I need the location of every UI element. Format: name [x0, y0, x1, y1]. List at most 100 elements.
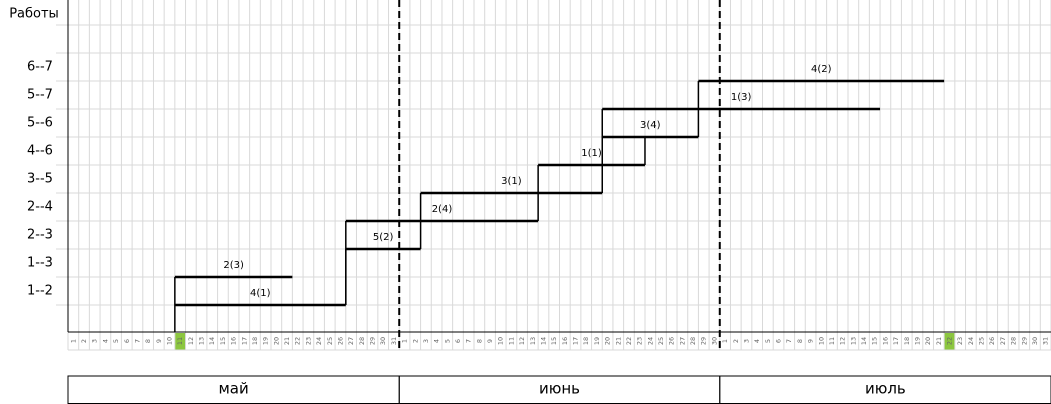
- day-label: 10: [497, 337, 505, 345]
- day-label: 3: [742, 339, 750, 343]
- day-label: 8: [475, 339, 483, 343]
- task-label: 4(1): [250, 288, 271, 299]
- day-label: 11: [176, 337, 184, 345]
- day-label: 6: [123, 339, 131, 343]
- day-label: 30: [1031, 337, 1039, 345]
- day-label: 2: [732, 339, 740, 343]
- task-label: 5(2): [373, 232, 394, 243]
- day-label: 28: [689, 337, 697, 345]
- task-label: 2(4): [432, 204, 453, 215]
- row-label: 6--7: [27, 60, 53, 75]
- row-label: 4--6: [27, 144, 53, 159]
- day-label: 15: [550, 337, 558, 345]
- row-label: 5--6: [27, 116, 53, 131]
- day-label: 25: [326, 337, 334, 345]
- day-label: 23: [956, 337, 964, 345]
- day-label: 22: [294, 337, 302, 345]
- day-label: 20: [604, 337, 612, 345]
- day-label: 18: [903, 337, 911, 345]
- day-label: 9: [807, 339, 815, 343]
- day-label: 17: [240, 337, 248, 345]
- day-label: 13: [849, 337, 857, 345]
- day-label: 10: [817, 337, 825, 345]
- highlight-day: [944, 333, 955, 350]
- day-label: 20: [272, 337, 280, 345]
- day-label: 23: [636, 337, 644, 345]
- row-label: 1--3: [27, 256, 53, 271]
- day-label: 13: [198, 337, 206, 345]
- day-label: 31: [1042, 337, 1050, 345]
- day-label: 6: [454, 339, 462, 343]
- day-label: 12: [839, 337, 847, 345]
- day-label: 2: [80, 339, 88, 343]
- day-label: 18: [251, 337, 259, 345]
- day-label: 23: [304, 337, 312, 345]
- day-label: 13: [529, 337, 537, 345]
- day-label: 5: [443, 339, 451, 343]
- day-label: 12: [187, 337, 195, 345]
- day-label: 30: [379, 337, 387, 345]
- day-label: 28: [358, 337, 366, 345]
- day-label: 16: [230, 337, 238, 345]
- day-label: 5: [112, 339, 120, 343]
- task-label: 1(3): [731, 92, 752, 103]
- row-label: 5--7: [27, 88, 53, 103]
- day-label: 24: [315, 337, 323, 345]
- day-label: 3: [422, 339, 430, 343]
- task-label: 2(3): [223, 260, 244, 271]
- day-label: 1: [401, 339, 409, 343]
- day-label: 9: [486, 339, 494, 343]
- task-label: 1(1): [581, 148, 602, 159]
- day-label: 29: [1020, 337, 1028, 345]
- day-label: 31: [390, 337, 398, 345]
- day-label: 10: [166, 337, 174, 345]
- day-label: 5: [764, 339, 772, 343]
- row-label: 3--5: [27, 172, 53, 187]
- day-label: 18: [582, 337, 590, 345]
- day-label: 19: [262, 337, 270, 345]
- day-label: 8: [796, 339, 804, 343]
- day-label: 26: [336, 337, 344, 345]
- day-label: 27: [678, 337, 686, 345]
- day-label: 7: [465, 339, 473, 343]
- day-label: 4: [753, 339, 761, 343]
- day-label: 24: [967, 337, 975, 345]
- day-label: 12: [518, 337, 526, 345]
- day-label: 21: [283, 337, 291, 345]
- month-label: май: [218, 380, 248, 398]
- day-label: 24: [646, 337, 654, 345]
- day-label: 1: [69, 339, 77, 343]
- day-label: 25: [657, 337, 665, 345]
- day-label: 11: [507, 337, 515, 345]
- day-label: 14: [860, 337, 868, 345]
- task-label: 4(2): [811, 64, 832, 75]
- day-label: 14: [539, 337, 547, 345]
- day-label: 8: [144, 339, 152, 343]
- day-label: 22: [945, 337, 953, 345]
- day-label: 7: [785, 339, 793, 343]
- day-label: 7: [133, 339, 141, 343]
- day-label: 15: [871, 337, 879, 345]
- day-label: 26: [668, 337, 676, 345]
- day-label: 27: [347, 337, 355, 345]
- row-label: 1--2: [27, 284, 53, 299]
- day-label: 15: [219, 337, 227, 345]
- day-label: 16: [881, 337, 889, 345]
- day-label: 27: [999, 337, 1007, 345]
- day-label: 21: [935, 337, 943, 345]
- task-label: 3(4): [640, 120, 661, 131]
- day-label: 25: [978, 337, 986, 345]
- task-label: 3(1): [501, 176, 522, 187]
- day-label: 14: [208, 337, 216, 345]
- day-label: 19: [913, 337, 921, 345]
- day-label: 11: [828, 337, 836, 345]
- day-label: 30: [710, 337, 718, 345]
- day-label: 26: [988, 337, 996, 345]
- day-label: 20: [924, 337, 932, 345]
- day-label: 4: [101, 339, 109, 343]
- day-label: 29: [369, 337, 377, 345]
- day-label: 29: [700, 337, 708, 345]
- month-label: июль: [865, 380, 906, 398]
